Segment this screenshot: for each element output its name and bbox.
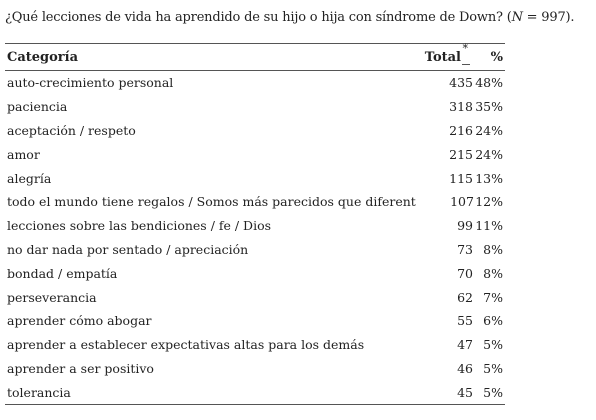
cell-category: auto-crecimiento personal [7, 75, 174, 91]
data-table: Categoría Total * % auto-crecimiento per… [5, 42, 505, 406]
cell-percent: 48% [475, 75, 503, 91]
table-row: aprender a establecer expectativas altas… [5, 333, 505, 357]
cell-total: 62 [457, 289, 473, 305]
table-row: lecciones sobre las bendiciones / fe / D… [5, 214, 505, 238]
table-row: tolerancia 45 5% [5, 380, 505, 404]
table-row: alegría 115 13% [5, 166, 505, 190]
cell-percent: 5% [483, 384, 503, 400]
cell-total: 46 [457, 360, 473, 376]
table-row: amor 215 24% [5, 142, 505, 166]
cell-category: aprender a ser positivo [7, 360, 154, 376]
cell-total: 318 [449, 99, 473, 115]
cell-total: 215 [449, 146, 473, 162]
cell-total: 115 [449, 170, 473, 186]
cell-category: bondad / empatía [7, 265, 118, 281]
cell-category: no dar nada por sentado / apreciación [7, 241, 249, 257]
caption-text-before: ¿Qué lecciones de vida ha aprendido de s… [5, 10, 512, 25]
caption-n-variable: N [511, 10, 523, 25]
cell-total: 99 [457, 218, 473, 234]
header-total-label: Total [424, 49, 461, 65]
cell-percent: 11% [475, 218, 503, 234]
header-total: Total * [413, 42, 473, 65]
cell-category: aprender cómo abogar [7, 313, 152, 329]
table-header-row: Categoría Total * % [5, 42, 505, 70]
cell-percent: 5% [483, 360, 503, 376]
cell-percent: 5% [483, 337, 503, 353]
cell-total: 73 [457, 241, 473, 257]
cell-total: 70 [457, 265, 473, 281]
table-row: paciencia 318 35% [5, 95, 505, 119]
table-row: aprender cómo abogar 55 6% [5, 309, 505, 333]
table-row: aceptación / respeto 216 24% [5, 119, 505, 143]
cell-category: aceptación / respeto [7, 122, 136, 138]
cell-percent: 8% [483, 241, 503, 257]
cell-category: alegría [7, 170, 52, 186]
cell-percent: 12% [475, 194, 503, 210]
header-category: Categoría [7, 49, 79, 65]
table-bottom-rule [5, 404, 505, 406]
header-percent: % [490, 49, 503, 65]
cell-percent: 8% [483, 265, 503, 281]
cell-total: 107 [450, 194, 474, 210]
table-row: no dar nada por sentado / apreciación 73 8… [5, 238, 505, 262]
table-row: bondad / empatía 70 8% [5, 261, 505, 285]
cell-total: 45 [457, 384, 473, 400]
table-header-rule [5, 70, 505, 71]
table-row: aprender a ser positivo 46 5% [5, 357, 505, 381]
table-row: perseverancia 62 7% [5, 285, 505, 309]
cell-category: todo el mundo tiene regalos / Somos más … [7, 194, 416, 210]
cell-percent: 6% [483, 313, 503, 329]
cell-percent: 24% [475, 146, 503, 162]
table-row: auto-crecimiento personal 435 48% [5, 71, 505, 95]
cell-total: 435 [449, 75, 473, 91]
cell-category: perseverancia [7, 289, 97, 305]
header-total-marker-line [462, 63, 470, 65]
table-body: auto-crecimiento personal 435 48% paciencia… [5, 71, 505, 404]
cell-percent: 7% [483, 289, 503, 305]
table-caption: ¿Qué lecciones de vida ha aprendido de s… [5, 10, 575, 25]
cell-category: paciencia [7, 99, 68, 115]
cell-percent: 24% [475, 122, 503, 138]
table-row: todo el mundo tiene regalos / Somos más … [5, 190, 505, 214]
table-top-rule [5, 43, 505, 44]
cell-total: 216 [449, 122, 473, 138]
cell-percent: 13% [475, 170, 503, 186]
cell-percent: 35% [475, 99, 503, 115]
cell-category: lecciones sobre las bendiciones / fe / D… [7, 218, 272, 234]
cell-total: 55 [457, 313, 473, 329]
cell-category: tolerancia [7, 384, 71, 400]
cell-category: aprender a establecer expectativas altas… [7, 337, 365, 353]
cell-total: 47 [457, 337, 473, 353]
header-total-asterisk: * [462, 41, 469, 55]
cell-category: amor [7, 146, 40, 162]
caption-text-after: = 997). [522, 10, 575, 25]
